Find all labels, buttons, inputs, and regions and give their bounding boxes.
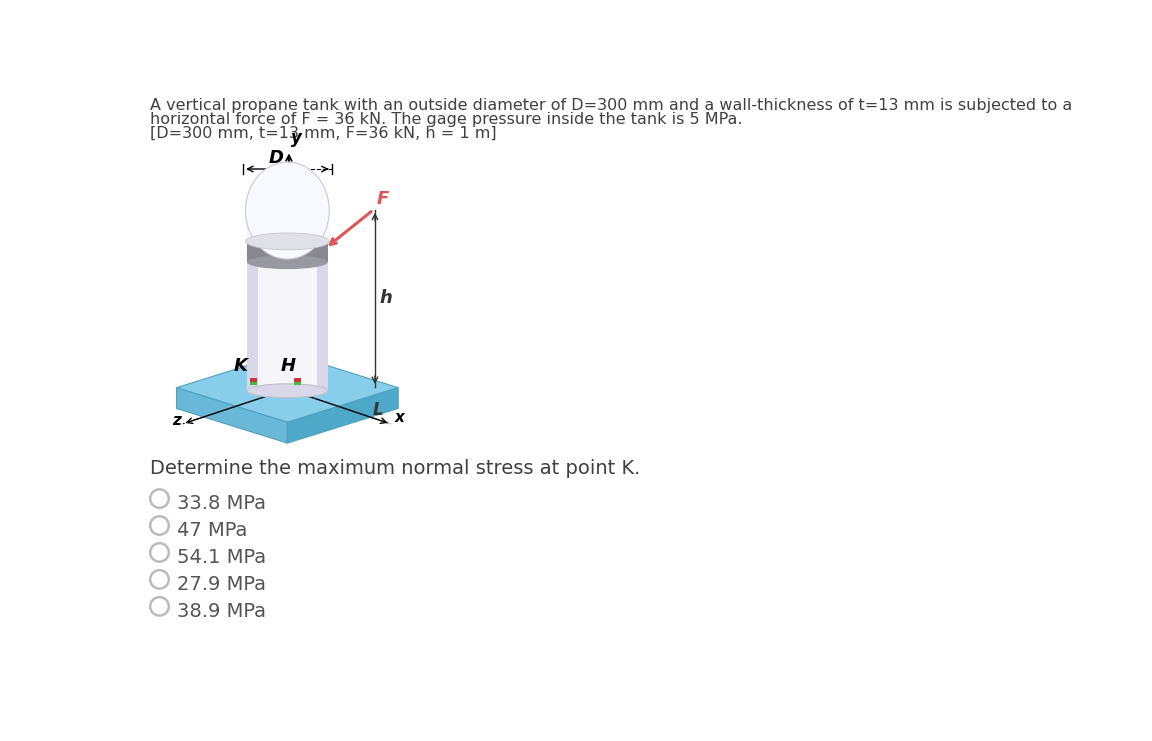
Text: [D=300 mm, t=13 mm, F=36 kN, h = 1 m]: [D=300 mm, t=13 mm, F=36 kN, h = 1 m] <box>150 126 497 141</box>
Polygon shape <box>287 388 399 443</box>
Text: D: D <box>268 150 283 167</box>
Polygon shape <box>176 388 287 443</box>
Text: 27.9 MPa: 27.9 MPa <box>176 575 266 594</box>
Bar <box>247 243 327 262</box>
Text: K: K <box>233 357 248 376</box>
Ellipse shape <box>247 236 327 250</box>
Polygon shape <box>247 254 258 391</box>
Bar <box>250 382 257 385</box>
Ellipse shape <box>247 384 327 398</box>
Text: 38.9 MPa: 38.9 MPa <box>176 602 266 621</box>
Text: A vertical propane tank with an outside diameter of D=300 mm and a wall-thicknes: A vertical propane tank with an outside … <box>150 98 1073 113</box>
Text: 33.8 MPa: 33.8 MPa <box>176 494 266 513</box>
Text: F: F <box>377 190 388 207</box>
Ellipse shape <box>247 247 327 262</box>
Bar <box>250 379 257 385</box>
Text: H: H <box>280 357 296 376</box>
Text: 47 MPa: 47 MPa <box>176 521 247 540</box>
Text: x: x <box>394 411 404 425</box>
Text: z: z <box>172 413 181 428</box>
Bar <box>245 210 329 243</box>
Text: 54.1 MPa: 54.1 MPa <box>176 548 266 567</box>
Ellipse shape <box>247 255 327 269</box>
Ellipse shape <box>245 162 329 259</box>
Text: y: y <box>291 129 302 147</box>
Ellipse shape <box>245 233 329 250</box>
Polygon shape <box>317 254 327 391</box>
Bar <box>294 382 301 385</box>
Polygon shape <box>176 353 399 422</box>
Text: Determine the maximum normal stress at point K.: Determine the maximum normal stress at p… <box>150 459 641 477</box>
Text: h: h <box>380 289 393 308</box>
Bar <box>294 379 301 385</box>
Text: L: L <box>372 401 384 419</box>
Text: horizontal force of F = 36 kN. The gage pressure inside the tank is 5 MPa.: horizontal force of F = 36 kN. The gage … <box>150 112 743 127</box>
Bar <box>247 254 327 391</box>
